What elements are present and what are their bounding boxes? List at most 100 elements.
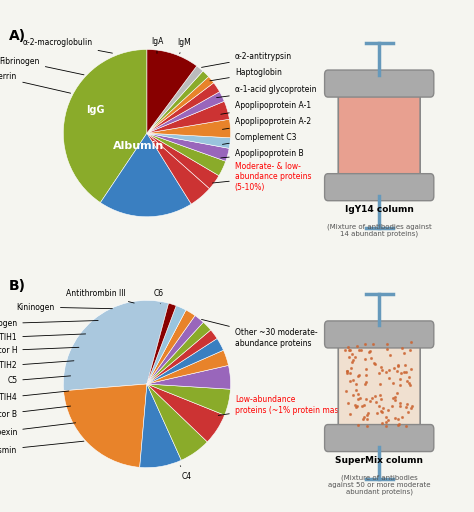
Point: [384, 406, 392, 414]
FancyBboxPatch shape: [325, 424, 434, 452]
Point: [396, 380, 404, 389]
Point: [376, 391, 383, 399]
Point: [364, 422, 371, 430]
Point: [352, 386, 359, 394]
Point: [375, 369, 383, 377]
Point: [343, 367, 351, 375]
Point: [383, 340, 391, 349]
Point: [363, 371, 370, 379]
Text: (Mixture of antibodies against
14 abundant proteins): (Mixture of antibodies against 14 abunda…: [327, 223, 431, 237]
Point: [402, 422, 410, 431]
Wedge shape: [147, 330, 217, 384]
Point: [345, 343, 352, 351]
Text: C6: C6: [154, 289, 164, 304]
Point: [354, 342, 361, 350]
Wedge shape: [147, 50, 197, 133]
Point: [390, 394, 397, 402]
Point: [394, 360, 401, 369]
Point: [362, 365, 370, 373]
Point: [346, 369, 354, 377]
Point: [356, 394, 364, 402]
Point: [355, 371, 363, 379]
Text: IgG: IgG: [86, 104, 104, 115]
Wedge shape: [147, 310, 195, 384]
Text: Haptoglobin: Haptoglobin: [210, 69, 282, 81]
Point: [405, 373, 412, 381]
Point: [404, 408, 412, 416]
Point: [377, 395, 384, 403]
Point: [357, 346, 365, 354]
Point: [391, 393, 399, 401]
Point: [403, 377, 411, 385]
Text: Other ~30 moderate-
abundance proteins: Other ~30 moderate- abundance proteins: [201, 319, 318, 348]
Point: [393, 389, 401, 397]
Point: [375, 402, 383, 411]
Text: Complement C3: Complement C3: [222, 133, 296, 144]
Point: [401, 361, 408, 369]
Point: [371, 359, 378, 367]
Point: [396, 399, 404, 407]
Point: [376, 380, 384, 388]
Point: [398, 413, 406, 421]
Text: Moderate- & low-
abundance proteins
(5-10%): Moderate- & low- abundance proteins (5-1…: [212, 162, 311, 191]
Point: [402, 368, 410, 376]
Point: [362, 378, 370, 387]
Point: [351, 353, 358, 361]
Point: [388, 402, 396, 411]
Point: [391, 395, 399, 403]
Point: [402, 403, 410, 412]
FancyBboxPatch shape: [325, 70, 434, 97]
Wedge shape: [147, 83, 219, 133]
Point: [390, 379, 397, 387]
Point: [349, 376, 357, 384]
Point: [355, 346, 363, 354]
Point: [344, 369, 351, 377]
Point: [361, 355, 369, 363]
Point: [348, 357, 356, 366]
Point: [391, 414, 399, 422]
Point: [400, 368, 408, 376]
Point: [352, 403, 359, 411]
Point: [353, 402, 361, 411]
Point: [371, 360, 379, 369]
Text: α-1-acid glycoprotein: α-1-acid glycoprotein: [217, 85, 316, 98]
Point: [371, 392, 378, 400]
Point: [405, 379, 413, 387]
Text: C4: C4: [180, 466, 192, 480]
Point: [342, 346, 349, 354]
Wedge shape: [147, 77, 214, 133]
Point: [352, 380, 360, 388]
Wedge shape: [147, 133, 226, 176]
Point: [366, 397, 374, 405]
Point: [398, 344, 405, 352]
Point: [385, 366, 392, 374]
Point: [345, 399, 352, 407]
Text: IgM: IgM: [177, 38, 191, 54]
Wedge shape: [147, 350, 228, 384]
Point: [394, 421, 402, 430]
Point: [361, 380, 369, 388]
Text: Ceruloplasmin: Ceruloplasmin: [0, 441, 84, 455]
Wedge shape: [64, 50, 147, 203]
Wedge shape: [64, 301, 169, 391]
Text: Antithrombin III: Antithrombin III: [66, 289, 134, 303]
Point: [377, 407, 384, 415]
Point: [393, 367, 401, 375]
Point: [368, 394, 375, 402]
Text: A): A): [9, 29, 26, 42]
Text: Hemopexin: Hemopexin: [0, 423, 75, 437]
Text: ITIH1: ITIH1: [0, 333, 86, 342]
Wedge shape: [64, 384, 147, 467]
Point: [346, 377, 354, 386]
Point: [386, 351, 394, 359]
FancyBboxPatch shape: [325, 174, 434, 201]
Point: [378, 408, 386, 416]
Text: Plasminogen: Plasminogen: [0, 319, 98, 328]
Text: Apoplipoprotein A-2: Apoplipoprotein A-2: [222, 117, 311, 130]
Text: Fibrinogen: Fibrinogen: [0, 57, 84, 75]
Point: [349, 356, 357, 364]
Point: [365, 348, 373, 356]
Point: [394, 362, 401, 370]
Point: [354, 421, 362, 429]
Point: [396, 402, 404, 410]
